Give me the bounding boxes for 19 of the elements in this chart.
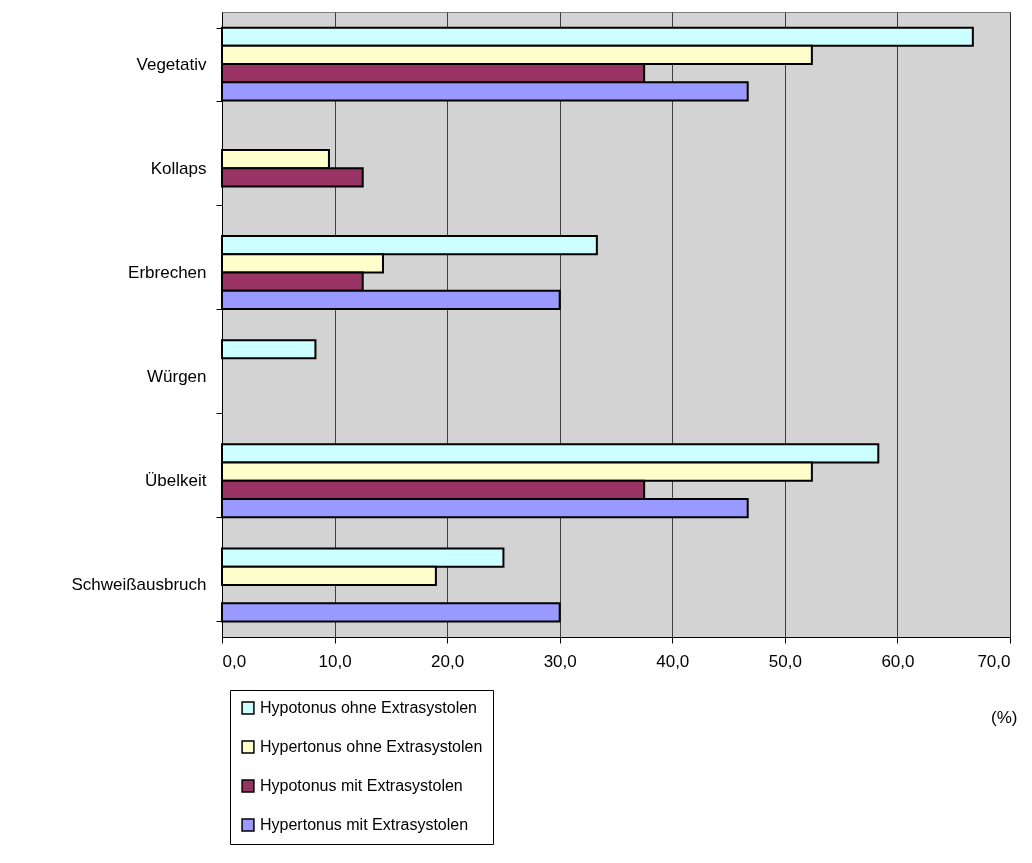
x-tick-label: 0,0 <box>222 651 247 671</box>
x-tick-label: 50,0 <box>768 651 802 671</box>
x-tick-label: 40,0 <box>656 651 690 671</box>
y-tick-label: Würgen <box>146 367 207 387</box>
y-tick-label: Übelkeit <box>145 471 207 491</box>
y-tick-label: Schweißausbruch <box>71 575 207 595</box>
x-tick-label: 20,0 <box>431 651 465 671</box>
y-tick-label: Vegetativ <box>136 54 207 74</box>
x-tick-label: 60,0 <box>881 651 915 671</box>
legend-label: Hypotonus ohne Extrasystolen <box>260 699 478 716</box>
legend-label: Hypotonus mit Extrasystolen <box>260 777 463 794</box>
legend-label: Hypertonus ohne Extrasystolen <box>260 738 483 755</box>
y-tick-label: Kollaps <box>150 158 207 178</box>
y-tick-label: Erbrechen <box>128 262 207 282</box>
x-tick-label: 10,0 <box>318 651 352 671</box>
x-tick-label: 70,0 <box>977 651 1011 671</box>
x-tick-label: 30,0 <box>543 651 577 671</box>
legend-label: Hypertonus mit Extrasystolen <box>260 816 469 833</box>
x-axis-title: (%) <box>991 707 1018 727</box>
